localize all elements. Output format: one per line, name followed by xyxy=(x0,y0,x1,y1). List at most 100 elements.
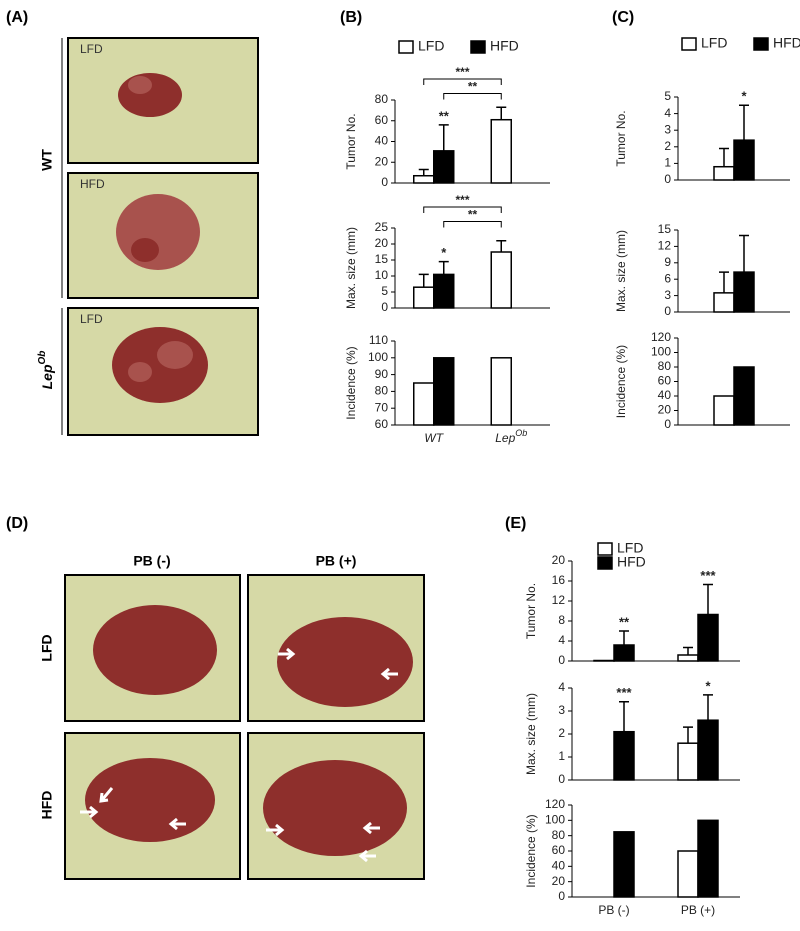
significance: * xyxy=(741,89,747,104)
y-tick-label: 12 xyxy=(658,239,672,253)
bracket xyxy=(443,221,502,228)
group-label-superscript: Ob xyxy=(37,351,48,365)
y-tick-label: 5 xyxy=(381,284,388,298)
significance: *** xyxy=(616,685,632,700)
error-bar xyxy=(683,726,693,744)
bar xyxy=(613,730,635,781)
significance: * xyxy=(441,245,447,260)
photo xyxy=(247,574,425,722)
legend-label: HFD xyxy=(773,35,800,51)
photo: LFD xyxy=(67,307,259,436)
legend-swatch xyxy=(681,37,697,51)
error-bar xyxy=(703,583,713,615)
y-tick-label: 80 xyxy=(375,384,389,398)
photo: LFD xyxy=(67,37,259,164)
y-tick-label: 12 xyxy=(552,593,566,607)
bar xyxy=(490,118,512,184)
error-bar xyxy=(438,124,449,151)
y-tick-label: 15 xyxy=(375,252,389,266)
bar xyxy=(697,819,719,898)
y-tick-label: 0 xyxy=(664,417,671,431)
y-tick-label: 4 xyxy=(558,680,565,694)
y-tick-label: 2 xyxy=(664,139,671,153)
error-bar xyxy=(739,104,749,141)
photo: HFD xyxy=(67,172,259,299)
y-axis-label: Tumor No. xyxy=(614,110,628,166)
y-tick-label: 100 xyxy=(545,813,565,827)
photo-label: HFD xyxy=(80,177,105,191)
legend-swatch xyxy=(470,40,486,54)
y-tick-label: 80 xyxy=(552,828,566,842)
bracket xyxy=(423,78,502,85)
y-tick-label: 20 xyxy=(552,874,566,888)
legend-label: LFD xyxy=(617,540,643,556)
bar xyxy=(677,742,699,781)
bar xyxy=(733,366,755,426)
y-tick-label: 20 xyxy=(375,236,389,250)
column-label: PB (+) xyxy=(316,553,357,569)
y-axis-label: Tumor No. xyxy=(344,113,358,169)
y-tick-label: 20 xyxy=(552,553,566,567)
legend-label: HFD xyxy=(490,38,519,54)
y-tick-label: 60 xyxy=(658,374,672,388)
significance: ** xyxy=(439,108,450,123)
y-tick-label: 10 xyxy=(375,268,389,282)
significance: ** xyxy=(619,614,630,629)
bar xyxy=(433,273,455,309)
y-tick-label: 40 xyxy=(552,859,566,873)
error-bar xyxy=(703,694,713,721)
panel-label: (D) xyxy=(6,515,28,532)
group-label: WT xyxy=(39,149,55,171)
bar xyxy=(613,644,635,662)
bar xyxy=(413,174,435,184)
error-bar xyxy=(739,234,749,273)
y-tick-label: 90 xyxy=(375,367,389,381)
legend-swatch xyxy=(753,37,769,51)
bar xyxy=(677,654,699,662)
legend-swatch xyxy=(398,40,414,54)
y-tick-label: 8 xyxy=(558,613,565,627)
y-axis-label: Tumor No. xyxy=(524,583,538,639)
legend-swatch xyxy=(597,542,613,556)
group-label: LepOb xyxy=(37,351,55,390)
panel-label: (B) xyxy=(340,9,362,26)
y-tick-label: 3 xyxy=(558,703,565,717)
y-tick-label: 0 xyxy=(664,304,671,318)
bar xyxy=(697,613,719,662)
y-axis-label: Max. size (mm) xyxy=(614,230,628,312)
y-tick-label: 60 xyxy=(375,417,389,431)
y-tick-label: 100 xyxy=(651,345,671,359)
y-tick-label: 15 xyxy=(658,222,672,236)
photo-label: LFD xyxy=(80,42,103,56)
x-tick-superscript: Ob xyxy=(515,428,527,438)
bar xyxy=(433,357,455,426)
legend-label: LFD xyxy=(701,35,727,51)
bar xyxy=(713,395,735,426)
photo xyxy=(64,732,241,880)
y-tick-label: 9 xyxy=(664,255,671,269)
bar xyxy=(713,292,735,313)
y-axis-label: Incidence (%) xyxy=(344,346,358,419)
error-bar xyxy=(719,147,729,167)
y-tick-label: 3 xyxy=(664,288,671,302)
y-tick-label: 16 xyxy=(552,573,566,587)
y-tick-label: 25 xyxy=(375,220,389,234)
bar xyxy=(490,357,512,426)
bar xyxy=(733,139,755,181)
y-axis-label: Incidence (%) xyxy=(614,345,628,418)
error-bar xyxy=(418,168,429,176)
column-label: PB (-) xyxy=(133,553,170,569)
error-bar xyxy=(719,271,729,293)
y-tick-label: 0 xyxy=(558,889,565,903)
y-tick-label: 6 xyxy=(664,271,671,285)
bar xyxy=(413,382,435,426)
bar xyxy=(413,286,435,309)
bar xyxy=(433,150,455,184)
y-tick-label: 4 xyxy=(664,106,671,120)
x-tick-label: PB (+) xyxy=(681,903,715,917)
error-bar xyxy=(683,646,693,655)
bar xyxy=(677,850,699,898)
y-tick-label: 100 xyxy=(368,350,388,364)
significance: *** xyxy=(455,193,469,207)
